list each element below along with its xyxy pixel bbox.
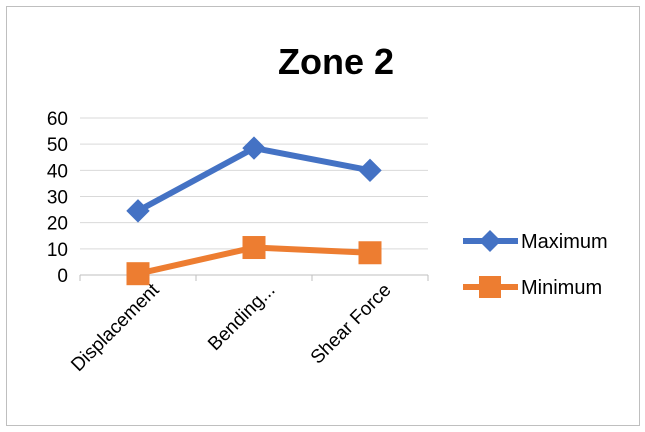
data-point-minimum <box>126 262 150 286</box>
x-tick-label: Shear Force <box>307 280 396 369</box>
y-tick-label: 40 <box>47 161 68 182</box>
y-tick-label: 60 <box>47 109 68 130</box>
y-tick-label: 10 <box>47 240 68 261</box>
y-tick-label: 50 <box>47 135 68 156</box>
x-tick-label: Bending... <box>204 280 279 355</box>
y-tick-label: 0 <box>57 266 68 287</box>
x-tick-label: Displacement <box>67 279 164 376</box>
legend-label-maximum: Maximum <box>521 231 608 253</box>
chart-title: Zone 2 <box>278 41 394 82</box>
data-point-maximum <box>126 199 150 223</box>
legend: Maximum Minimum <box>463 230 608 299</box>
chart-frame <box>6 6 640 426</box>
data-point-maximum <box>242 136 266 160</box>
legend-marker-maximum <box>479 230 501 252</box>
y-axis-ticks: 0 10 20 30 40 50 60 <box>47 109 68 287</box>
data-point-maximum <box>358 158 382 183</box>
data-point-minimum <box>242 236 266 260</box>
x-axis: Displacement Bending... Shear Force <box>67 274 429 376</box>
legend-label-minimum: Minimum <box>521 277 602 299</box>
legend-marker-minimum <box>479 276 501 298</box>
y-tick-label: 20 <box>47 214 68 235</box>
series-layer <box>126 136 382 286</box>
data-point-minimum <box>358 241 382 265</box>
y-tick-label: 30 <box>47 188 68 209</box>
